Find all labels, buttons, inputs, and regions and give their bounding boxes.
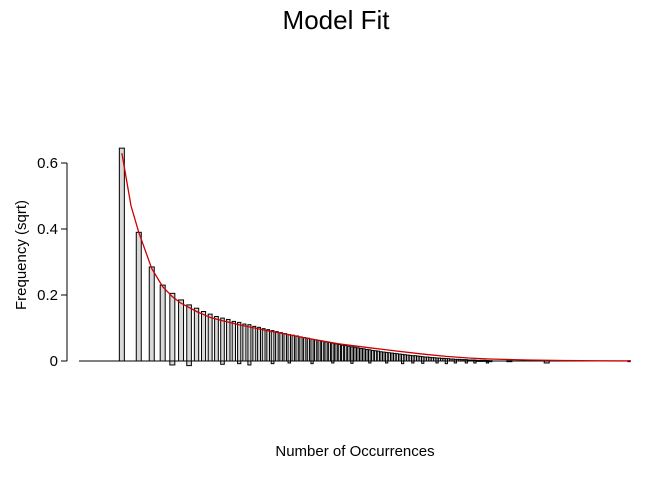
bar: [237, 321, 242, 365]
bar: [169, 292, 176, 366]
bar: [324, 341, 328, 362]
bar: [421, 356, 425, 364]
bar: [428, 356, 432, 362]
bar: [403, 354, 407, 362]
bar: [406, 354, 410, 362]
bar: [327, 342, 332, 362]
bar: [371, 349, 375, 362]
bar: [261, 328, 266, 362]
bar: [379, 351, 383, 362]
bar: [303, 337, 307, 362]
bar: [314, 339, 318, 362]
bar: [337, 344, 341, 362]
x-axis-label: Number of Occurrences: [275, 443, 434, 460]
bar: [207, 313, 213, 362]
bar: [291, 334, 295, 362]
bar: [295, 335, 299, 362]
bar: [344, 344, 348, 362]
bar: [270, 330, 275, 365]
bar: [390, 352, 394, 362]
bar: [362, 348, 366, 362]
fit-line: [121, 152, 632, 362]
bar: [247, 324, 252, 366]
bar: [226, 318, 231, 362]
bar: [283, 333, 287, 362]
bar: [411, 355, 415, 364]
bar: [347, 345, 351, 362]
bar: [416, 355, 420, 362]
bar: [214, 315, 219, 362]
bar: [423, 356, 427, 362]
bar: [393, 352, 397, 362]
bar: [306, 337, 311, 362]
bar: [200, 311, 207, 362]
bar: [266, 329, 271, 362]
bar: [279, 332, 283, 362]
bar: [418, 355, 422, 362]
bar: [186, 304, 192, 367]
bar-series: [79, 147, 631, 367]
bar: [231, 320, 236, 362]
bar: [220, 317, 225, 365]
bar: [359, 347, 363, 362]
bar: [257, 326, 261, 362]
bar: [287, 334, 292, 364]
bar: [376, 350, 380, 362]
y-tick-label: 0: [50, 353, 58, 370]
bar: [368, 349, 372, 364]
bar: [398, 353, 402, 362]
bar: [193, 307, 200, 362]
bar: [331, 342, 335, 364]
bar: [118, 147, 125, 362]
bar: [373, 350, 378, 362]
chart-title: Model Fit: [283, 5, 391, 35]
y-tick-label: 0.6: [37, 155, 58, 172]
bar: [395, 353, 399, 362]
bar: [356, 347, 360, 362]
bar: [178, 299, 185, 362]
bar: [317, 340, 321, 362]
bar: [334, 343, 338, 362]
bar: [387, 352, 391, 362]
bar: [252, 325, 257, 362]
y-axis-label: Frequency (sqrt): [13, 200, 30, 310]
bar: [340, 344, 345, 362]
bar: [408, 354, 412, 362]
bar: [275, 331, 279, 362]
bar: [350, 346, 354, 364]
bar: [299, 336, 303, 362]
bar: [425, 356, 430, 362]
y-tick-label: 0.4: [37, 221, 58, 238]
bar: [382, 351, 386, 362]
bar: [159, 284, 166, 362]
bar: [135, 231, 142, 362]
bar: [365, 348, 369, 362]
y-tick-label: 0.2: [37, 287, 58, 304]
bar: [321, 340, 325, 362]
bar: [401, 353, 405, 365]
fit-series: [121, 152, 632, 362]
bar: [413, 355, 417, 362]
y-axis: 0 0.2 0.4 0.6: [37, 155, 68, 370]
bar: [310, 338, 314, 365]
bar: [148, 266, 155, 362]
bar: [353, 346, 357, 362]
bar: [242, 323, 247, 362]
bar: [385, 351, 389, 364]
